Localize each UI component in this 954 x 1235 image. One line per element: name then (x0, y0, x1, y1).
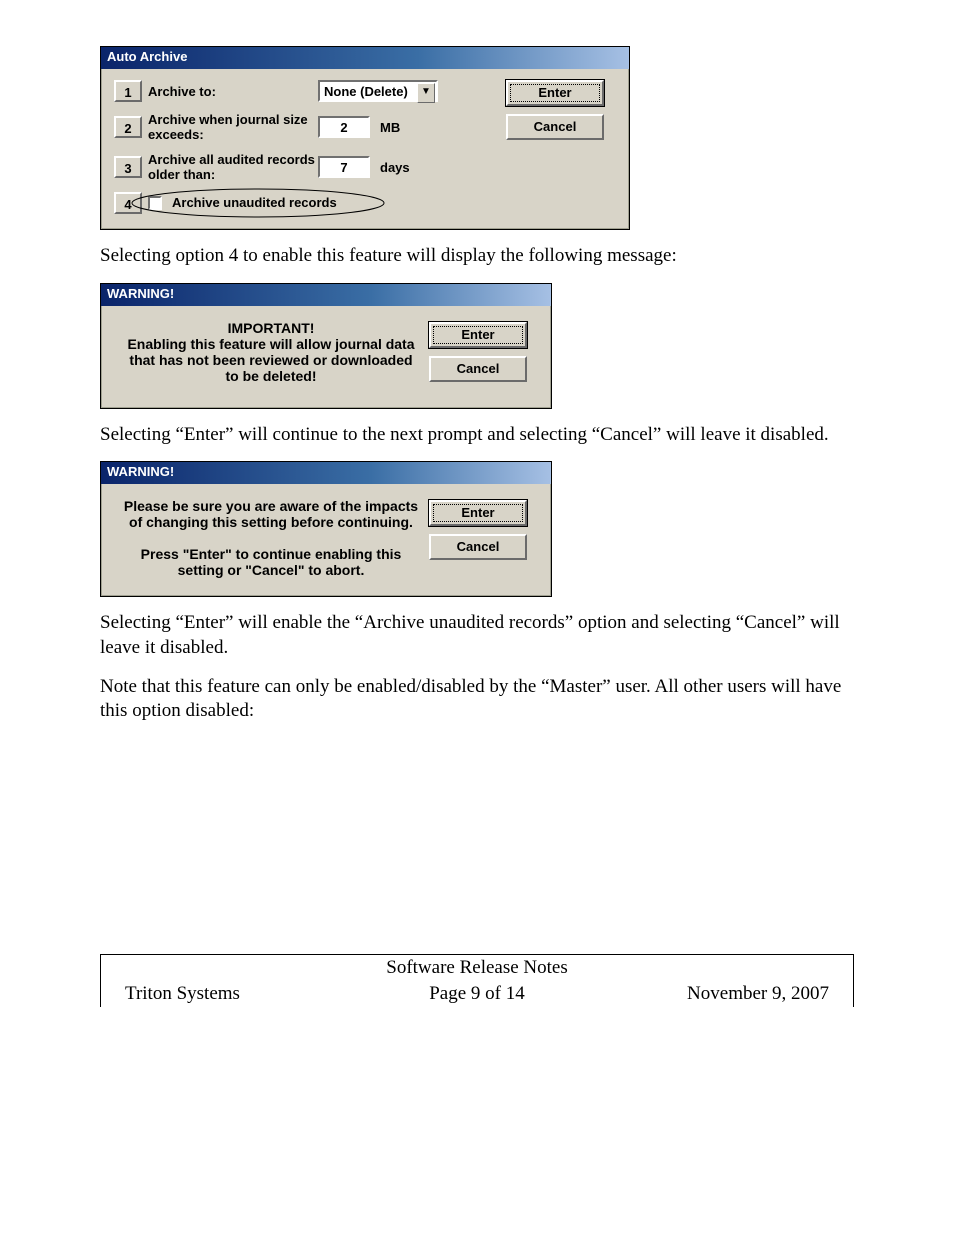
option-4-button[interactable]: 4 (114, 192, 142, 214)
archive-age-unit: days (370, 160, 410, 175)
document-page: Auto Archive 1 Archive to: None (Delete)… (0, 0, 954, 1027)
warning2-body1: Please be sure you are aware of the impa… (121, 498, 421, 530)
page-footer: Software Release Notes Triton Systems Pa… (100, 954, 854, 1007)
enter-button[interactable]: Enter (429, 500, 527, 526)
archive-to-label: Archive to: (142, 84, 318, 99)
archive-to-select[interactable]: None (Delete) ▼ (318, 80, 438, 102)
footer-date: November 9, 2007 (629, 983, 829, 1005)
warning1-heading: IMPORTANT! (121, 320, 421, 336)
enter-button[interactable]: Enter (506, 80, 604, 106)
footer-left: Triton Systems (125, 983, 325, 1005)
footer-title: Software Release Notes (325, 957, 629, 979)
warning1-body: Enabling this feature will allow journal… (121, 336, 421, 384)
archive-to-value: None (Delete) (324, 84, 408, 99)
warning-window-2: WARNING! Please be sure you are aware of… (100, 461, 552, 597)
window-title: WARNING! (101, 284, 551, 306)
cancel-button[interactable]: Cancel (429, 356, 527, 382)
archive-size-unit: MB (370, 120, 400, 135)
cancel-button[interactable]: Cancel (429, 534, 527, 560)
window-title: WARNING! (101, 462, 551, 484)
archive-unaudited-label: Archive unaudited records (172, 195, 337, 210)
body-paragraph: Selecting option 4 to enable this featur… (100, 244, 854, 269)
window-title: Auto Archive (101, 47, 629, 69)
warning-window-1: WARNING! IMPORTANT! Enabling this featur… (100, 283, 552, 409)
option-1-button[interactable]: 1 (114, 80, 142, 102)
archive-size-input[interactable]: 2 (318, 116, 370, 138)
cancel-button[interactable]: Cancel (506, 114, 604, 140)
footer-page: Page 9 of 14 (325, 983, 629, 1005)
warning2-body2: Press "Enter" to continue enabling this … (121, 546, 421, 578)
archive-size-label: Archive when journal size exceeds: (142, 112, 318, 142)
enter-button[interactable]: Enter (429, 322, 527, 348)
auto-archive-window: Auto Archive 1 Archive to: None (Delete)… (100, 46, 630, 230)
chevron-down-icon[interactable]: ▼ (417, 83, 435, 103)
archive-unaudited-checkbox[interactable] (148, 196, 162, 210)
body-paragraph: Selecting “Enter” will enable the “Archi… (100, 611, 854, 660)
archive-age-label: Archive all audited records older than: (142, 152, 318, 182)
archive-age-input[interactable]: 7 (318, 156, 370, 178)
option-2-button[interactable]: 2 (114, 116, 142, 138)
option-4-highlight: Archive unaudited records (142, 192, 345, 214)
option-3-button[interactable]: 3 (114, 156, 142, 178)
body-paragraph: Note that this feature can only be enabl… (100, 675, 854, 724)
body-paragraph: Selecting “Enter” will continue to the n… (100, 423, 854, 448)
